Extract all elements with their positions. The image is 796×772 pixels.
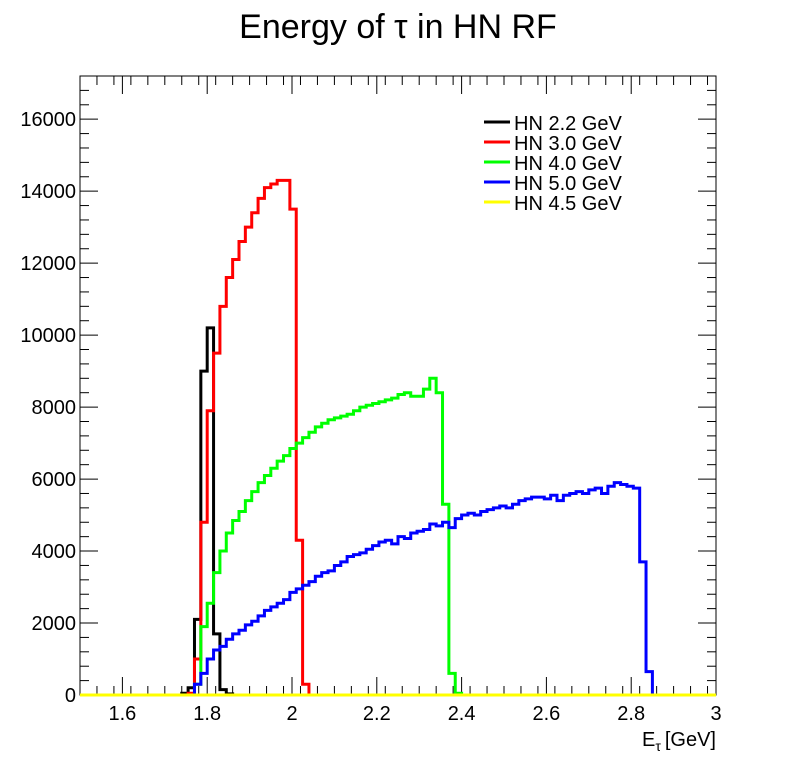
x-tick-label: 3: [710, 703, 721, 725]
y-tick-label: 2000: [32, 613, 77, 635]
y-tick-label: 8000: [32, 397, 77, 419]
x-axis-label-unit: [GeV]: [665, 729, 716, 751]
x-tick-label: 2.2: [363, 703, 391, 725]
x-tick-label: 2: [286, 703, 297, 725]
y-tick-label: 16000: [20, 109, 76, 131]
legend-label: HN 5.0 GeV: [514, 173, 622, 195]
x-axis-label-main: E: [642, 729, 655, 751]
series-hn-3-0-gev: [80, 178, 716, 697]
x-axis-label: Eτ [GeV]: [642, 729, 716, 754]
y-tick-label: 14000: [20, 181, 76, 203]
series-layer: [80, 178, 716, 697]
series-hn-4-0-gev: [80, 376, 716, 697]
x-tick-label: 2.6: [532, 703, 560, 725]
series-hn-2-2-gev-line: [80, 326, 716, 697]
y-tick-label: 4000: [32, 541, 77, 563]
legend-label: HN 4.5 GeV: [514, 193, 622, 215]
legend-label: HN 3.0 GeV: [514, 133, 622, 155]
series-hn-5-0-gev-line: [80, 481, 716, 697]
x-tick-label: 2.4: [448, 703, 476, 725]
axis-ticks: [79, 75, 717, 696]
series-hn-2-2-gev: [80, 326, 716, 697]
x-tick-label: 1.8: [193, 703, 221, 725]
y-tick-label: 0: [65, 685, 76, 707]
x-tick-label: 1.6: [108, 703, 136, 725]
legend-label: HN 4.0 GeV: [514, 153, 622, 175]
y-tick-label: 12000: [20, 253, 76, 275]
x-axis-label-subscript: τ: [655, 738, 661, 754]
tick-labels: 1.6 1.8 2 2.2 2.4 2.6 2.8 3 0 2000 4000 6000 8000 100…: [20, 109, 721, 725]
series-hn-5-0-gev: [80, 481, 716, 697]
series-hn-4-0-gev-line: [80, 376, 716, 697]
legend-label: HN 2.2 GeV: [514, 113, 622, 135]
y-tick-label: 6000: [32, 469, 77, 491]
chart-title: Energy of τ in HN RF: [239, 8, 557, 46]
y-tick-label: 10000: [20, 325, 76, 347]
x-tick-label: 2.8: [617, 703, 645, 725]
series-hn-3-0-gev-line: [80, 178, 716, 697]
